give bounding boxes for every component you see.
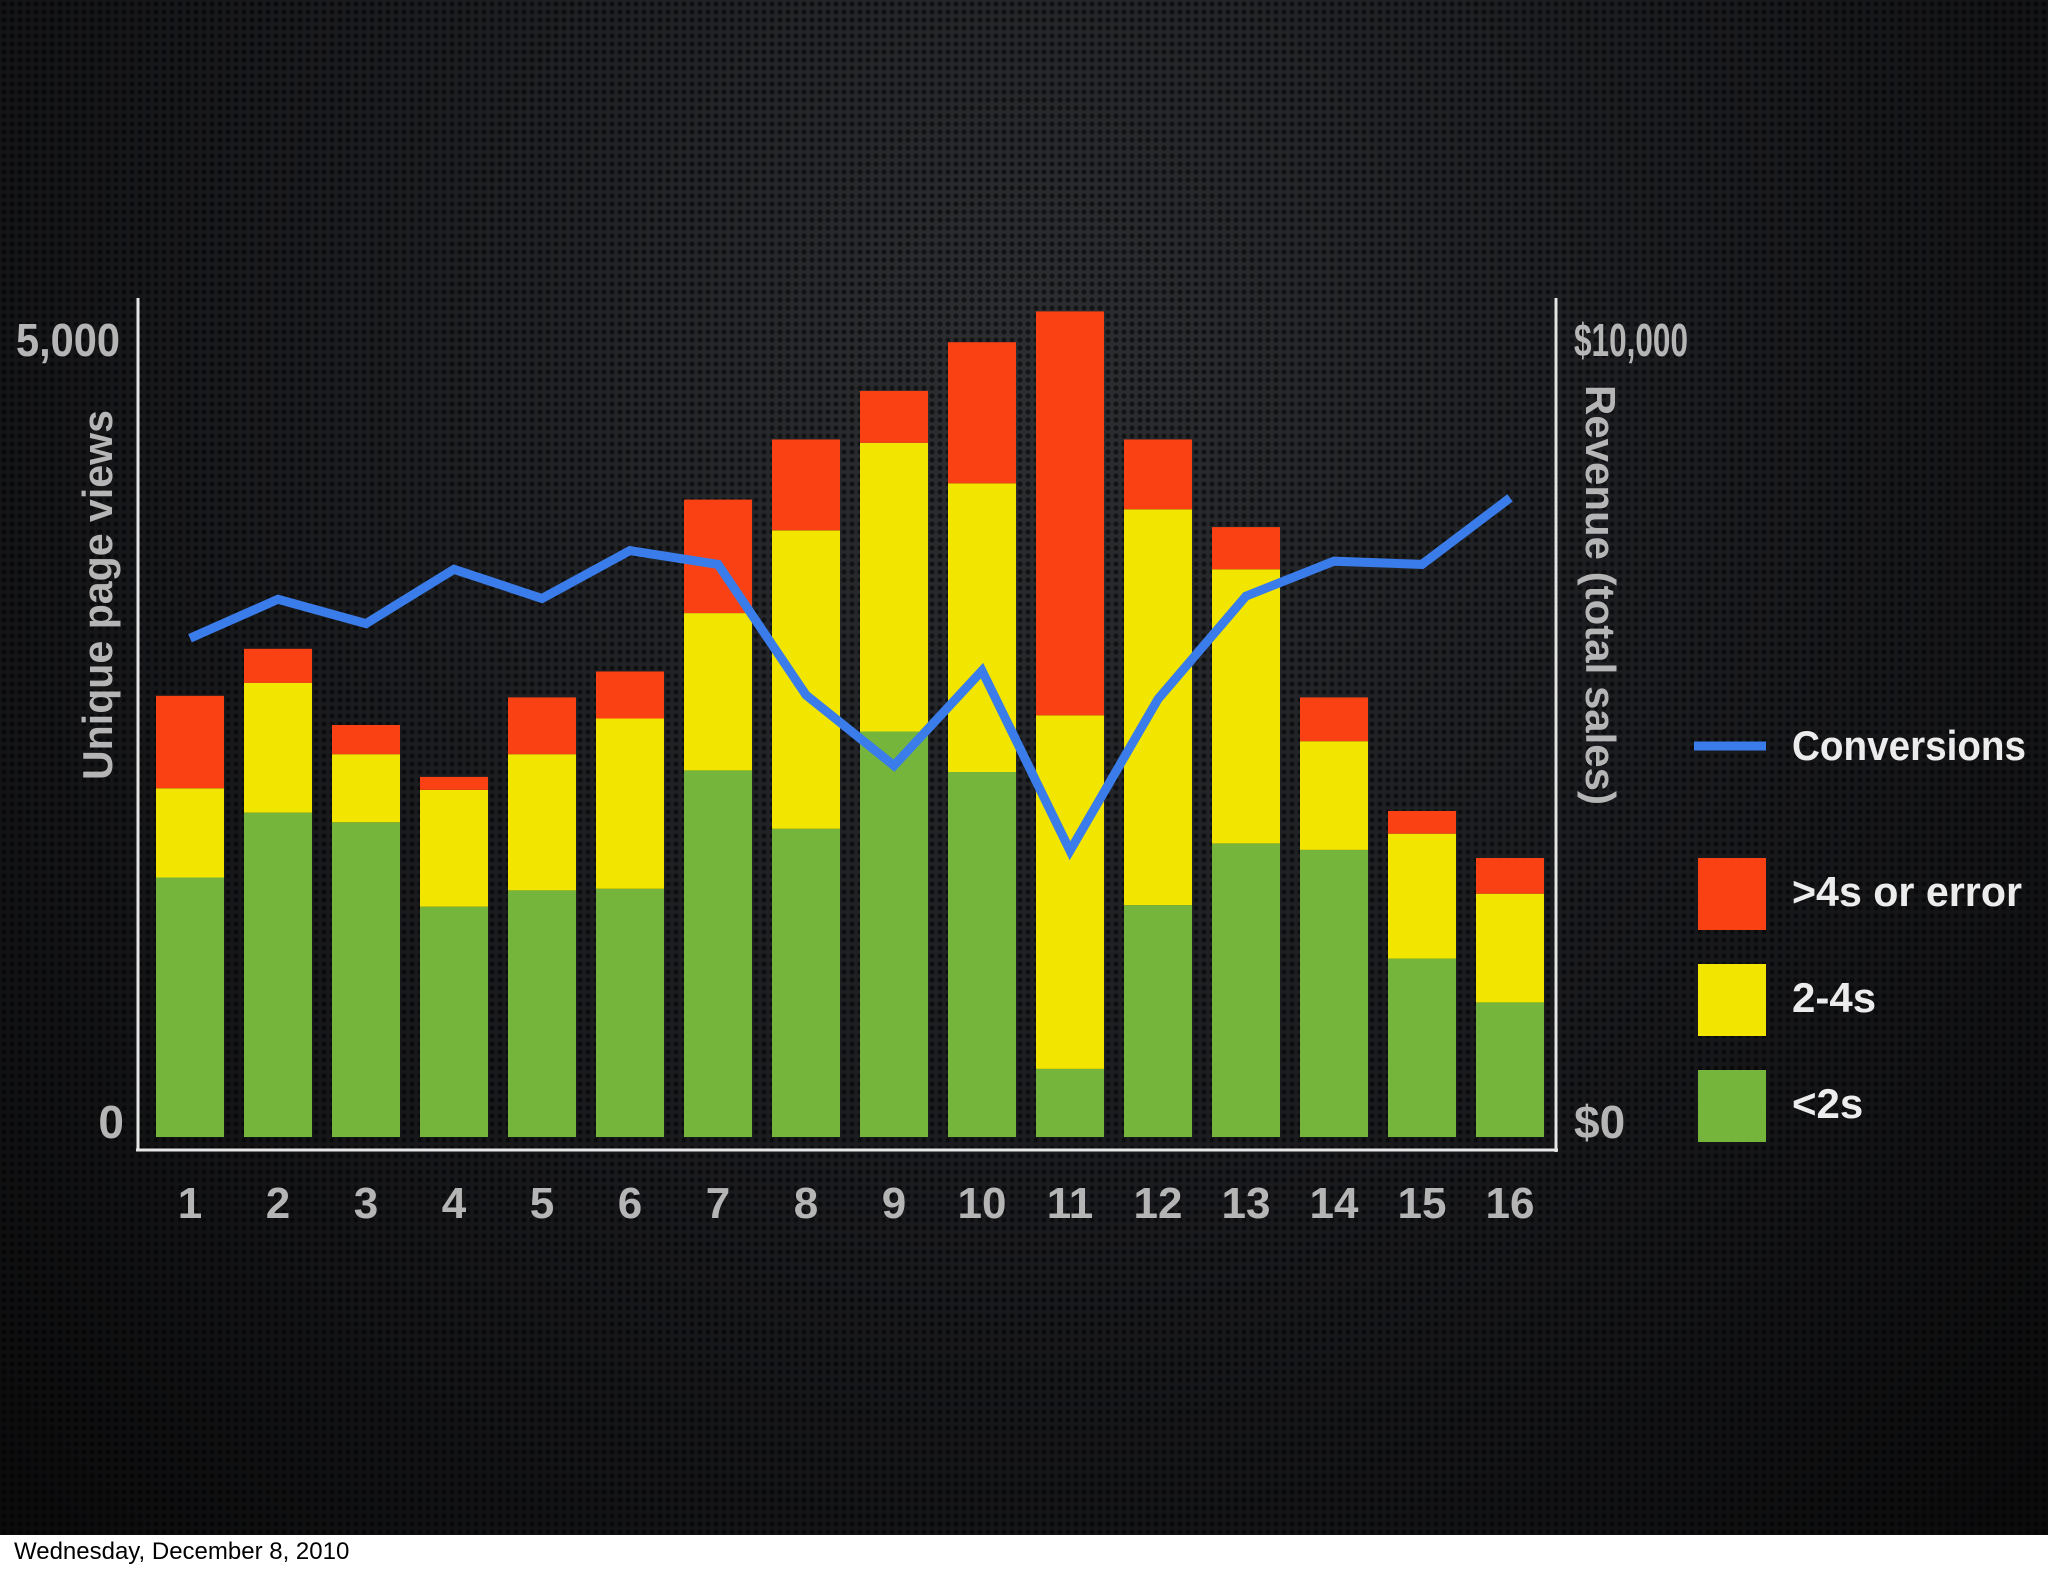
y2-tick-top: $10,000 xyxy=(1574,314,1688,366)
axes-layer xyxy=(136,298,1558,1152)
x-tick-label: 3 xyxy=(354,1179,378,1228)
bar-segment xyxy=(1212,843,1280,1137)
x-tick-label: 15 xyxy=(1398,1179,1447,1228)
legend-swatch-slow xyxy=(1698,858,1766,930)
bar-segment xyxy=(508,754,576,891)
x-tick-label: 14 xyxy=(1310,1179,1359,1228)
legend-label-fast: <2s xyxy=(1792,1080,1863,1127)
bar-segment xyxy=(948,342,1016,484)
bar-segment xyxy=(156,695,224,789)
bar-segment xyxy=(420,906,488,1137)
x-tick-label: 1 xyxy=(178,1179,202,1228)
bar-segment xyxy=(1476,893,1544,1003)
chart-svg: 5,000 0 $10,000 $0 Unique page views Rev… xyxy=(16,298,2026,1228)
legend-swatch-medium xyxy=(1698,964,1766,1036)
bar-segment xyxy=(156,877,224,1137)
bar-segment xyxy=(1212,569,1280,844)
slide-date-footer: Wednesday, December 8, 2010 xyxy=(14,1538,350,1565)
bar-segment xyxy=(1124,905,1192,1137)
bar-segment xyxy=(1476,1002,1544,1137)
x-tick-label: 2 xyxy=(266,1179,290,1228)
y-axis-label: Unique page views xyxy=(74,410,121,780)
x-tick-label: 12 xyxy=(1134,1179,1183,1228)
bar-segment xyxy=(332,725,400,755)
y2-tick-bottom: $0 xyxy=(1574,1096,1625,1148)
bar-segment xyxy=(860,390,928,443)
bars-layer xyxy=(156,311,1544,1137)
bar-segment xyxy=(244,648,312,683)
bar-segment xyxy=(772,828,840,1137)
bar-segment xyxy=(244,812,312,1137)
line-layer xyxy=(188,494,1513,861)
x-tick-label: 7 xyxy=(706,1179,730,1228)
bar-segment xyxy=(1212,527,1280,570)
legend-label-slow: >4s or error xyxy=(1792,868,2022,915)
bar-segment xyxy=(508,890,576,1137)
conversions-line xyxy=(188,494,1513,861)
x-tick-label: 4 xyxy=(442,1179,467,1228)
bar-segment xyxy=(596,888,664,1137)
bar-segment xyxy=(1476,858,1544,894)
x-tick-label: 13 xyxy=(1222,1179,1271,1228)
bar-segment xyxy=(1300,741,1368,850)
bar-segment xyxy=(1388,811,1456,834)
x-tick-label: 8 xyxy=(794,1179,818,1228)
y-tick-top-left: 5,000 xyxy=(16,314,120,366)
x-tick-label: 16 xyxy=(1486,1179,1535,1228)
x-tick-label: 5 xyxy=(530,1179,554,1228)
bar-segment xyxy=(596,671,664,719)
bar-segment xyxy=(508,697,576,755)
bar-segment xyxy=(1300,849,1368,1137)
legend: Conversions >4s or error 2-4s <2s xyxy=(1694,722,2026,1142)
chart-slide: 5,000 0 $10,000 $0 Unique page views Rev… xyxy=(0,0,2048,1535)
bar-segment xyxy=(1036,715,1104,1069)
bar-segment xyxy=(420,789,488,907)
bar-segment xyxy=(596,718,664,889)
bar-segment xyxy=(772,530,840,829)
bar-segment xyxy=(1300,697,1368,742)
bar-segment xyxy=(332,754,400,823)
bar-segment xyxy=(948,772,1016,1137)
x-tick-label: 9 xyxy=(882,1179,906,1228)
bar-segment xyxy=(860,731,928,1137)
bar-segment xyxy=(420,776,488,790)
legend-label-conversions: Conversions xyxy=(1792,722,2026,769)
bar-segment xyxy=(1124,439,1192,510)
bar-segment xyxy=(1388,958,1456,1137)
bar-segment xyxy=(684,770,752,1137)
y-tick-bottom-left: 0 xyxy=(98,1096,124,1148)
x-tick-label: 6 xyxy=(618,1179,642,1228)
legend-label-medium: 2-4s xyxy=(1792,974,1876,1021)
bar-segment xyxy=(244,682,312,813)
bar-segment xyxy=(332,822,400,1137)
bar-segment xyxy=(1036,311,1104,716)
bar-segment xyxy=(156,788,224,878)
bar-segment xyxy=(860,442,928,732)
legend-swatch-fast xyxy=(1698,1070,1766,1142)
y2-axis-label: Revenue (total sales) xyxy=(1577,385,1624,805)
x-tick-label: 10 xyxy=(958,1179,1007,1228)
x-tick-labels: 1 2 3 4 5 6 7 8 9 10 11 12 13 14 15 16 xyxy=(178,1179,1535,1228)
bar-segment xyxy=(1388,833,1456,959)
x-tick-label: 11 xyxy=(1047,1179,1094,1228)
bar-segment xyxy=(1036,1068,1104,1137)
labels-layer: 5,000 0 $10,000 $0 Unique page views Rev… xyxy=(16,314,1688,1228)
bar-segment xyxy=(772,439,840,531)
bar-segment xyxy=(684,613,752,771)
